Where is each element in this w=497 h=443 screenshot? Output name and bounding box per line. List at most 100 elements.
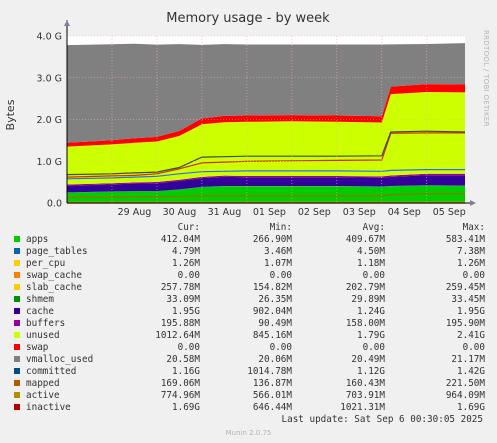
legend-name: per_cpu [26,258,66,269]
legend-min-value: 3.46M [264,246,292,257]
legend-swatch [14,368,20,374]
legend-cur-value: 33.09M [166,294,200,305]
legend-swatch [14,272,20,278]
x-axis-ticks: 29 Aug 30 Aug 31 Aug 01 Sep 02 Sep 03 Sep 04 S… [118,207,466,218]
legend-name: inactive [26,402,71,413]
legend-min-value: 0.00 [269,342,292,353]
chart-title: Memory usage - by week [166,11,330,26]
legend-swatch [14,236,20,242]
legend-name: unused [26,330,60,341]
legend-swatch [14,332,20,338]
legend-swatch [14,404,20,410]
area-apps [67,185,465,203]
legend-min-value: 646.44M [252,402,292,413]
legend-max-value: 21.17M [451,354,485,365]
legend-swatch [14,320,20,326]
x-tick-label: 31 Aug [208,207,242,218]
legend-avg-value: 158.00M [345,318,385,329]
legend-min-value: 845.16M [252,330,292,341]
legend-avg-value: 20.49M [351,354,385,365]
legend-header: Cur: Min: Avg: Max: [0,222,497,234]
legend-avg-value: 1.24G [357,306,385,317]
grid-lines [67,35,465,203]
munin-version: Munin 2.0.75 [225,429,272,437]
legend-swatch [14,356,20,362]
area-unused [67,43,465,143]
legend-swatch [14,392,20,398]
legend-row-swap: swap 0.00 0.00 0.00 0.00 [0,342,497,354]
line-committed [66,132,465,178]
legend-row-mapped: mapped 169.06M 136.87M 160.43M 221.50M [0,378,497,390]
header-avg: Avg: [362,222,385,233]
legend-cur-value: 1.69G [172,402,200,413]
legend-name: shmem [26,294,54,305]
legend-swatch [14,296,20,302]
legend-row-per-cpu: per_cpu 1.26M 1.07M 1.18M 1.26M [0,258,497,270]
y-axis-arrow [64,20,70,26]
legend-cur-value: 774.96M [160,390,200,401]
legend-row-vmalloc-used: vmalloc_used 20.58M 20.06M 20.49M 21.17M [0,354,497,366]
legend-avg-value: 29.89M [351,294,385,305]
legend-name: page_tables [26,246,88,257]
y-tick-label: 1.0 G [37,157,63,168]
legend-swatch [14,308,20,314]
legend-max-value: 1.26M [457,258,485,269]
legend-row-buffers: buffers 195.88M 90.49M 158.00M 195.90M [0,318,497,330]
legend-name: cache [26,306,54,317]
x-tick-label: 03 Sep [343,207,376,218]
area-slab-cache [67,175,465,193]
legend-cur-value: 1.26M [172,258,200,269]
legend-cur-value: 1012.64M [155,330,200,341]
legend-cur-value: 1.16G [172,366,200,377]
legend-swatch [14,248,20,254]
legend-min-value: 154.82M [252,282,292,293]
x-tick-label: 01 Sep [253,207,286,218]
legend-name: slab_cache [26,282,82,293]
legend-avg-value: 703.91M [345,390,385,401]
legend-name: apps [26,234,49,245]
x-axis-arrow [470,200,476,206]
header-min: Min: [269,222,292,233]
legend-max-value: 964.09M [445,390,485,401]
legend-avg-value: 409.67M [345,234,385,245]
legend-avg-value: 160.43M [345,378,385,389]
x-tick-label: 05 Sep [433,207,466,218]
legend-max-value: 583.41M [445,234,485,245]
legend-name: active [26,390,60,401]
legend-avg-value: 202.79M [345,282,385,293]
memory-chart: Memory usage - by week Bytes RRDTOOL / T… [4,11,490,218]
y-tick-label: 0.0 [47,199,62,210]
legend-swatch [14,344,20,350]
legend-cur-value: 4.79M [172,246,200,257]
legend-max-value: 221.50M [445,378,485,389]
x-tick-label: 29 Aug [118,207,152,218]
legend-min-value: 20.06M [258,354,292,365]
legend-max-value: 33.45M [451,294,485,305]
legend-cur-value: 412.04M [160,234,200,245]
legend-cur-value: 169.06M [160,378,200,389]
legend-min-value: 266.90M [252,234,292,245]
legend-avg-value: 1.12G [357,366,385,377]
legend-row-page-tables: page_tables 4.79M 3.46M 4.50M 7.38M [0,246,497,258]
legend-min-value: 902.04M [252,306,292,317]
x-tick-label: 04 Sep [388,207,421,218]
legend-cur-value: 195.88M [160,318,200,329]
legend-max-value: 259.45M [445,282,485,293]
legend-row-slab-cache: slab_cache 257.78M 154.82M 202.79M 259.45M [0,282,497,294]
y-tick-label: 3.0 G [37,73,63,84]
legend-max-value: 1.95G [457,306,485,317]
legend-row-active: active 774.96M 566.01M 703.91M 964.09M [0,390,497,402]
legend-min-value: 136.87M [252,378,292,389]
legend-max-value: 1.69G [457,402,485,413]
legend-cur-value: 0.00 [177,270,200,281]
legend-min-value: 566.01M [252,390,292,401]
legend-name: buffers [26,318,66,329]
area-buffers [67,84,465,147]
legend-avg-value: 0.00 [362,270,385,281]
legend-min-value: 1014.78M [247,366,292,377]
legend-cur-value: 20.58M [166,354,200,365]
legend-cur-value: 1.95G [172,306,200,317]
x-tick-label: 02 Sep [298,207,331,218]
legend-min-value: 26.35M [258,294,292,305]
legend-max-value: 2.41G [457,330,485,341]
